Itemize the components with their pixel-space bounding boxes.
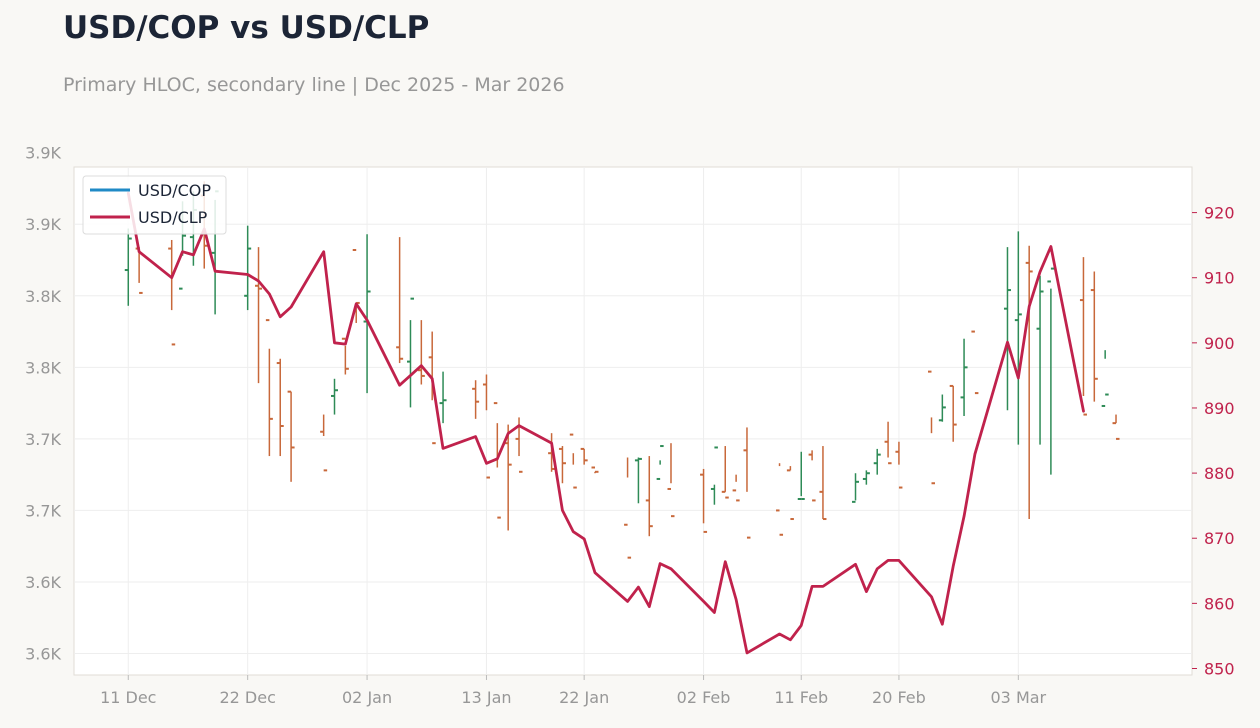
y-left-tick-label: 3.9K — [25, 144, 61, 163]
x-tick-label: 11 Feb — [774, 688, 828, 707]
ohlc-bar — [276, 358, 284, 457]
ohlc-bar — [808, 450, 816, 502]
y-right-tick-label: 890 — [1204, 399, 1235, 418]
ohlc-bar — [591, 466, 599, 474]
ohlc-bar — [341, 337, 349, 375]
ohlc-bar — [971, 330, 979, 395]
ohlc-bar — [862, 470, 870, 485]
ohlc-bar — [645, 456, 653, 537]
ohlc-bar — [472, 380, 480, 419]
ohlc-bar — [949, 384, 957, 442]
ohlc-bar — [797, 451, 805, 500]
ohlc-bar — [624, 457, 632, 559]
chart-subtitle: Primary HLOC, secondary line | Dec 2025 … — [63, 74, 565, 96]
clp-line — [126, 191, 1085, 655]
ohlc-bar — [396, 237, 404, 364]
ohlc-bar — [960, 338, 968, 416]
ohlc-bar — [873, 448, 881, 475]
y-axis-right: 850 860 870 880 890 900 910 920 — [1192, 204, 1235, 678]
grid — [74, 167, 1192, 675]
x-tick-label: 02 Jan — [342, 688, 392, 707]
ohlc-bar — [776, 463, 784, 536]
ohlc-bar — [938, 394, 946, 422]
ohlc-bar — [786, 466, 794, 521]
ohlc-bar — [265, 319, 273, 457]
ohlc-bar — [1025, 245, 1033, 520]
plot-area — [73, 166, 1193, 676]
y-right-tick-label: 880 — [1204, 464, 1235, 483]
ohlc-bar — [852, 473, 860, 503]
x-tick-label: 11 Dec — [100, 688, 156, 707]
chart-title: USD/COP vs USD/CLP — [63, 10, 430, 46]
ohlc-bar — [320, 414, 328, 472]
ohlc-bar — [124, 228, 132, 306]
ohlc-bar — [1079, 257, 1087, 416]
ohlc-bar — [895, 441, 903, 489]
ohlc-bar — [406, 297, 414, 408]
y-right-tick-label: 910 — [1204, 269, 1235, 288]
ohlc-bar — [428, 331, 436, 445]
y-right-tick-label: 870 — [1204, 529, 1235, 548]
legend-label-clp: USD/CLP — [138, 208, 208, 227]
ohlc-bar — [927, 370, 935, 485]
ohlc-bar — [700, 468, 708, 533]
ohlc-bar — [580, 447, 588, 465]
ohlc-bar — [667, 443, 675, 518]
ohlc-bar — [1090, 271, 1098, 402]
x-tick-label: 22 Dec — [219, 688, 275, 707]
ohlc-bar — [1003, 247, 1011, 411]
ohlc-bar — [721, 446, 729, 499]
x-tick-label: 03 Mar — [991, 688, 1047, 707]
y-left-tick-label: 3.8K — [25, 358, 61, 377]
line-series-clp — [126, 191, 1085, 655]
ohlc-bar — [732, 474, 740, 502]
y-left-tick-label: 3.6K — [25, 573, 61, 592]
ohlc-bar — [1014, 231, 1022, 445]
y-left-tick-label: 3.7K — [25, 501, 61, 520]
ohlc-bar — [331, 378, 339, 415]
x-tick-label: 13 Jan — [461, 688, 511, 707]
ohlc-bar — [1047, 267, 1055, 475]
y-left-tick-label: 3.6K — [25, 645, 61, 664]
x-axis: 11 Dec 22 Dec 02 Jan 13 Jan 22 Jan 02 Feb 11 F… — [100, 675, 1047, 707]
y-right-tick-label: 850 — [1204, 659, 1235, 678]
ohlc-bar — [515, 417, 523, 473]
legend: USD/COP USD/CLP — [82, 175, 227, 235]
ohlc-bar — [287, 390, 295, 482]
ohlc-bar — [710, 446, 718, 505]
ohlc-bar — [884, 421, 892, 465]
ohlc-bar — [819, 446, 827, 521]
ohlc-bar — [244, 225, 252, 311]
ohlc-bar — [417, 320, 425, 385]
ohlc-bar — [482, 374, 490, 479]
x-tick-label: 22 Jan — [559, 688, 609, 707]
ohlc-bar — [558, 446, 566, 484]
ohlc-bar — [1112, 414, 1120, 440]
ohlc-bar — [1036, 275, 1044, 445]
y-left-tick-label: 3.8K — [25, 287, 61, 306]
y-left-tick-label: 3.7K — [25, 430, 61, 449]
y-axis-left: 3.6K 3.6K 3.7K 3.7K 3.8K 3.8K 3.9K 3.9K — [25, 144, 61, 664]
legend-label-cop: USD/COP — [138, 181, 211, 200]
ohlc-bar — [743, 427, 751, 539]
y-left-tick-label: 3.9K — [25, 215, 61, 234]
ohlc-bar — [634, 457, 642, 504]
y-right-tick-label: 920 — [1204, 204, 1235, 223]
ohlc-bar — [1101, 350, 1109, 407]
ohlc-bar — [439, 371, 447, 424]
y-right-tick-label: 860 — [1204, 594, 1235, 613]
ohlc-bar — [656, 445, 664, 480]
ohlc-bar — [255, 247, 263, 384]
ohlc-bar — [569, 433, 577, 489]
x-tick-label: 02 Feb — [677, 688, 731, 707]
x-tick-label: 20 Feb — [872, 688, 926, 707]
y-right-tick-label: 900 — [1204, 334, 1235, 353]
